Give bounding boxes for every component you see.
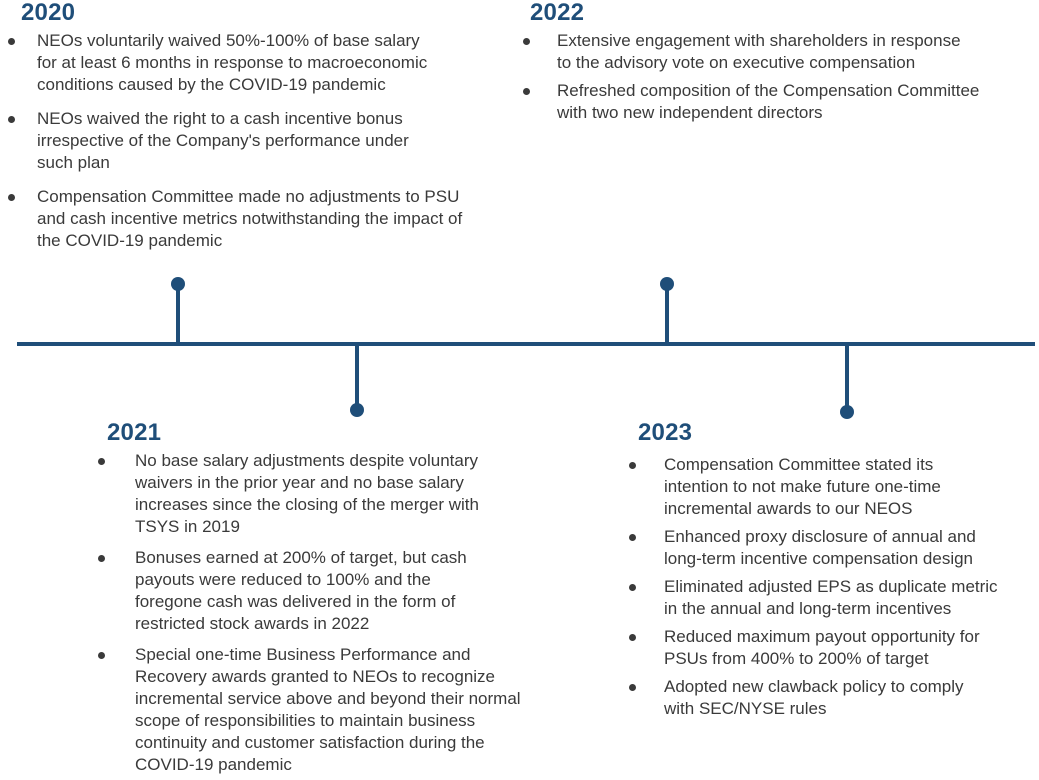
bullet-text: Compensation Committee stated its intent…: [664, 455, 941, 518]
bullet-icon: [627, 676, 664, 691]
bullet-icon: [521, 30, 557, 45]
bullet-icon: [3, 108, 37, 123]
bullet-list-2023: Compensation Committee stated its intent…: [627, 454, 1039, 720]
marker-stem: [176, 284, 180, 346]
marker-stem: [355, 342, 359, 410]
bullet-text: Bonuses earned at 200% of target, but ca…: [135, 548, 467, 633]
bullet-text: Eliminated adjusted EPS as duplicate met…: [664, 577, 998, 618]
list-item: NEOs waived the right to a cash incentiv…: [3, 108, 533, 174]
bullet-list-2021: No base salary adjustments despite volun…: [95, 450, 555, 776]
list-item: Reduced maximum payout opportunity for P…: [627, 626, 1039, 670]
bullet-text: No base salary adjustments despite volun…: [135, 451, 479, 536]
bullet-icon: [95, 450, 135, 465]
list-item: Extensive engagement with shareholders i…: [521, 30, 1039, 74]
timeline-marker-2020: [171, 277, 185, 346]
list-item: Special one-time Business Performance an…: [95, 644, 555, 776]
bullet-text: Refreshed composition of the Compensatio…: [557, 81, 980, 122]
bullet-text: Compensation Committee made no adjustmen…: [37, 187, 463, 250]
bullet-text: Enhanced proxy disclosure of annual and …: [664, 527, 976, 568]
marker-stem: [845, 342, 849, 412]
year-heading-2020: 2020: [21, 0, 76, 26]
bullet-icon: [3, 30, 37, 45]
list-item: Compensation Committee made no adjustmen…: [3, 186, 533, 252]
marker-dot-icon: [840, 405, 854, 419]
year-section-2021: 2021 No base salary adjustments despite …: [95, 420, 555, 780]
year-section-2022: 2022 Extensive engagement with sharehold…: [521, 0, 1039, 130]
bullet-icon: [627, 626, 664, 641]
bullet-text: Reduced maximum payout opportunity for P…: [664, 627, 980, 668]
bullet-icon: [95, 644, 135, 659]
bullet-text: Adopted new clawback policy to comply wi…: [664, 677, 964, 718]
bullet-icon: [627, 454, 664, 469]
list-item: Adopted new clawback policy to comply wi…: [627, 676, 1039, 720]
year-section-2023: 2023 Compensation Committee stated its i…: [627, 420, 1039, 726]
list-item: Bonuses earned at 200% of target, but ca…: [95, 547, 555, 635]
bullet-list-2022: Extensive engagement with shareholders i…: [521, 30, 1039, 124]
list-item: NEOs voluntarily waived 50%-100% of base…: [3, 30, 533, 96]
bullet-icon: [521, 80, 557, 95]
timeline-marker-2023: [840, 342, 854, 419]
bullet-text: Special one-time Business Performance an…: [135, 645, 521, 774]
timeline-marker-2022: [660, 277, 674, 346]
list-item: Enhanced proxy disclosure of annual and …: [627, 526, 1039, 570]
marker-stem: [665, 284, 669, 346]
year-heading-2023: 2023: [638, 419, 693, 446]
year-section-2020: 2020 NEOs voluntarily waived 50%-100% of…: [3, 0, 533, 264]
bullet-icon: [627, 576, 664, 591]
list-item: Compensation Committee stated its intent…: [627, 454, 1039, 520]
marker-dot-icon: [350, 403, 364, 417]
bullet-text: Extensive engagement with shareholders i…: [557, 31, 961, 72]
year-heading-2022: 2022: [530, 0, 585, 26]
bullet-icon: [95, 547, 135, 562]
timeline-axis: [17, 342, 1035, 346]
bullet-icon: [3, 186, 37, 201]
timeline-marker-2021: [350, 342, 364, 417]
year-heading-2021: 2021: [107, 419, 162, 446]
list-item: No base salary adjustments despite volun…: [95, 450, 555, 538]
bullet-list-2020: NEOs voluntarily waived 50%-100% of base…: [3, 30, 533, 252]
list-item: Refreshed composition of the Compensatio…: [521, 80, 1039, 124]
bullet-text: NEOs voluntarily waived 50%-100% of base…: [37, 31, 428, 94]
bullet-icon: [627, 526, 664, 541]
list-item: Eliminated adjusted EPS as duplicate met…: [627, 576, 1039, 620]
bullet-text: NEOs waived the right to a cash incentiv…: [37, 109, 409, 172]
